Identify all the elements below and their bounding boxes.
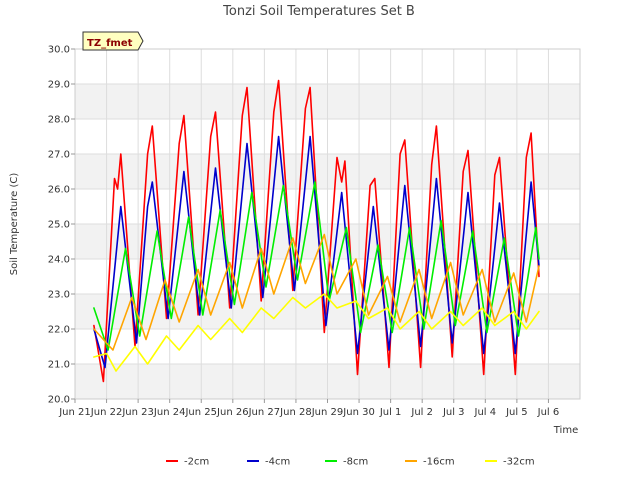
legend-label: -2cm	[184, 457, 209, 468]
legend-label: -16cm	[423, 457, 455, 468]
x-tick-label: Jun 22	[90, 407, 123, 418]
y-tick-label: 26.0	[48, 185, 70, 196]
x-tick-label: Jun 28	[279, 407, 312, 418]
y-tick-label: 29.0	[48, 80, 70, 91]
y-tick-label: 22.0	[48, 325, 70, 336]
x-tick-label: Jun 30	[342, 407, 375, 418]
y-tick-label: 24.0	[48, 255, 70, 266]
series-line-16cmcm	[93, 233, 540, 351]
y-tick-label: 25.0	[48, 220, 70, 231]
x-tick-label: Jun 26	[216, 407, 249, 418]
badge: TZ_fmet	[82, 31, 144, 51]
legend-item: -2cm	[166, 457, 209, 468]
legend: -2cm -4cm -8cm -16cm -32cm	[166, 457, 535, 468]
chart-title: Tonzi Soil Temperatures Set B	[222, 4, 415, 19]
x-axis: Jun 21 Jun 22 Jun 23 Jun 24 Jun 25 Jun 26 Jun …	[58, 399, 559, 418]
y-tick-label: 23.0	[48, 290, 70, 301]
x-tick-label: Jun 27	[248, 407, 281, 418]
x-tick-label: Jun 21	[58, 407, 91, 418]
badge-label: TZ_fmet	[87, 38, 133, 49]
series-line-2cmcm	[93, 79, 540, 383]
legend-item: -8cm	[325, 457, 368, 468]
x-tick-label: Jun 24	[153, 407, 186, 418]
series-line-4cmcm	[93, 135, 540, 369]
x-tick-label: Jul 4	[474, 407, 497, 418]
y-tick-label: 20.0	[48, 395, 70, 406]
legend-item: -32cm	[485, 457, 535, 468]
x-tick-label: Jul 6	[537, 407, 560, 418]
y-tick-label: 28.0	[48, 115, 70, 126]
x-tick-label: Jul 2	[410, 407, 433, 418]
series-lines	[93, 79, 540, 383]
badge-box	[82, 31, 144, 51]
y-axis: 20.0 21.0 22.0 23.0 24.0 25.0 26.0 27.0 28.0 29.0…	[48, 45, 75, 406]
y-tick-label: 27.0	[48, 150, 70, 161]
x-axis-label: Time	[553, 425, 578, 436]
legend-label: -32cm	[503, 457, 535, 468]
legend-item: -16cm	[405, 457, 455, 468]
legend-label: -4cm	[265, 457, 290, 468]
x-tick-label: Jul 3	[442, 407, 465, 418]
y-tick-label: 21.0	[48, 360, 70, 371]
y-tick-label: 30.0	[48, 45, 70, 56]
x-tick-label: Jul 1	[379, 407, 402, 418]
x-tick-label: Jun 25	[184, 407, 217, 418]
series-line-32cmcm	[93, 293, 540, 372]
y-axis-label: Soil Temperature (C)	[9, 173, 20, 276]
x-tick-label: Jul 5	[505, 407, 528, 418]
x-tick-label: Jun 23	[121, 407, 154, 418]
x-tick-label: Jun 29	[311, 407, 344, 418]
legend-item: -4cm	[247, 457, 290, 468]
legend-label: -8cm	[343, 457, 368, 468]
